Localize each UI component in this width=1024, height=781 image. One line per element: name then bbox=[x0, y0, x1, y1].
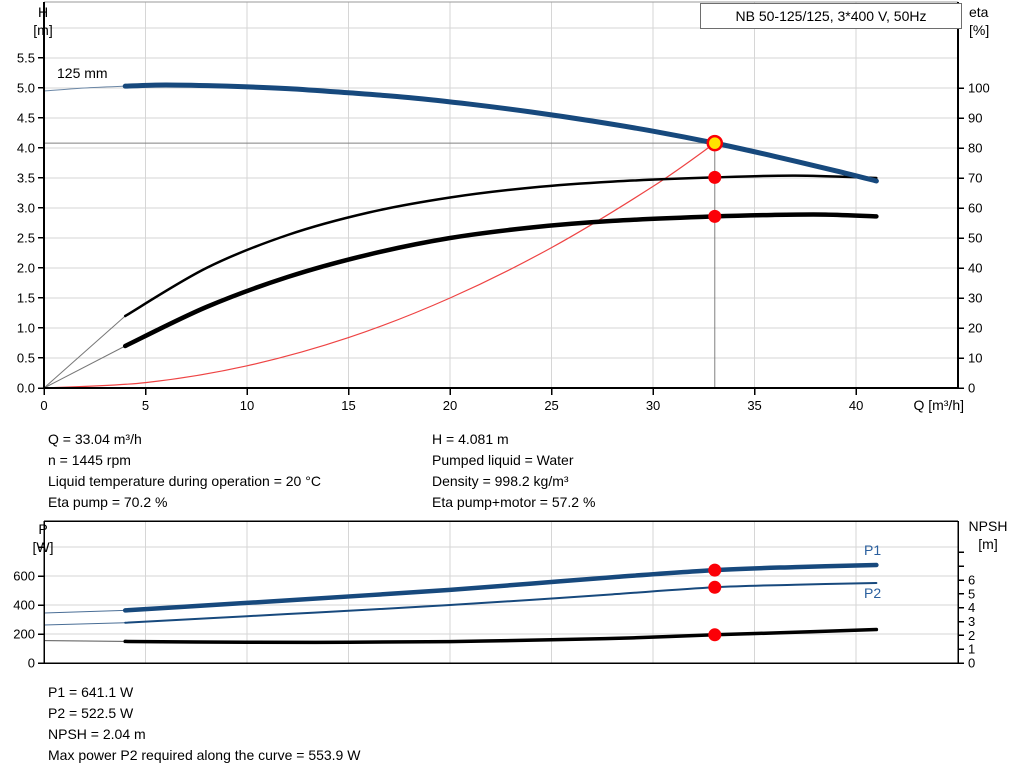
curve-npsh-lead bbox=[43, 640, 126, 642]
right-tick-label: 0 bbox=[968, 656, 975, 671]
duty-point-marker[interactable] bbox=[706, 134, 724, 152]
right-tick-label: 0 bbox=[968, 381, 975, 396]
info-p1: P1 = 641.1 W bbox=[48, 684, 134, 700]
power-axis-title-line1: P bbox=[38, 521, 48, 537]
curve-p2-power bbox=[124, 582, 878, 624]
curve-head-125mm bbox=[122, 82, 879, 184]
left-tick-label: 0.5 bbox=[17, 350, 35, 365]
left-tick-label: 0 bbox=[28, 656, 35, 671]
pump-title: NB 50-125/125, 3*400 V, 50Hz bbox=[700, 3, 962, 29]
info-max-power: Max power P2 required along the curve = … bbox=[48, 747, 361, 763]
info-flow: Q = 33.04 m³/h bbox=[48, 431, 142, 447]
left-tick-label: 600 bbox=[13, 569, 35, 584]
left-tick-label: 5.0 bbox=[17, 80, 35, 95]
npsh-axis-title: NPSH [m] bbox=[964, 517, 1012, 553]
info-eta-pump: Eta pump = 70.2 % bbox=[48, 494, 168, 510]
x-tick-label: 20 bbox=[443, 398, 457, 413]
x-tick-label: 35 bbox=[747, 398, 761, 413]
right-tick-label: 90 bbox=[968, 111, 982, 126]
q-axis-title: Q [m³/h] bbox=[913, 397, 964, 413]
curve-eta-pump-motor-lead bbox=[43, 345, 126, 389]
x-tick-label: 30 bbox=[646, 398, 660, 413]
x-tick-label: 40 bbox=[849, 398, 863, 413]
curve-head-125mm-lead bbox=[43, 85, 126, 92]
info-pumped-liquid: Pumped liquid = Water bbox=[432, 452, 574, 468]
left-tick-label: 1.0 bbox=[17, 320, 35, 335]
left-tick-label: 1.5 bbox=[17, 290, 35, 305]
x-tick-label: 25 bbox=[544, 398, 558, 413]
x-tick-label: 15 bbox=[341, 398, 355, 413]
right-tick-label: 3 bbox=[968, 614, 975, 629]
x-tick-label: 5 bbox=[142, 398, 149, 413]
right-tick-label: 30 bbox=[968, 291, 982, 306]
right-tick-label: 2 bbox=[968, 628, 975, 643]
right-tick-label: 80 bbox=[968, 141, 982, 156]
left-tick-label: 2.0 bbox=[17, 260, 35, 275]
right-tick-label: 50 bbox=[968, 231, 982, 246]
left-tick-label: 0.0 bbox=[17, 381, 35, 396]
curve-npsh bbox=[123, 627, 879, 645]
duty-info-right: H = 4.081 m Pumped liquid = Water Densit… bbox=[432, 429, 595, 513]
head-axis-title-line1: H bbox=[37, 4, 49, 20]
right-tick-label: 40 bbox=[968, 261, 982, 276]
right-tick-label: 1 bbox=[968, 642, 975, 657]
info-speed: n = 1445 rpm bbox=[48, 452, 131, 468]
duty-info-left: Q = 33.04 m³/h n = 1445 rpm Liquid tempe… bbox=[48, 429, 321, 513]
operating-dot bbox=[708, 628, 722, 642]
left-tick-label: 4.5 bbox=[17, 110, 35, 125]
power-axis-title-line2: [W] bbox=[32, 539, 54, 555]
curve-system-curve bbox=[43, 142, 716, 389]
npsh-axis-title-line2: [m] bbox=[978, 536, 998, 552]
info-liquid-temperature: Liquid temperature during operation = 20… bbox=[48, 473, 321, 489]
right-tick-label: 60 bbox=[968, 201, 982, 216]
operating-dot bbox=[708, 580, 722, 594]
head-axis-title: H [m] bbox=[24, 3, 62, 39]
right-tick-label: 20 bbox=[968, 321, 982, 336]
p2-curve-label: P2 bbox=[864, 585, 882, 601]
operating-dot bbox=[708, 170, 722, 184]
left-tick-label: 400 bbox=[13, 598, 35, 613]
curve-eta-pump-motor bbox=[122, 212, 879, 349]
info-head: H = 4.081 m bbox=[432, 431, 509, 447]
head-axis-title-line2: [m] bbox=[33, 22, 53, 38]
operating-dot bbox=[708, 563, 722, 577]
curve-p2-power-lead bbox=[43, 622, 126, 626]
info-npsh: NPSH = 2.04 m bbox=[48, 726, 146, 742]
power-info-block: P1 = 641.1 W P2 = 522.5 W NPSH = 2.04 m … bbox=[48, 682, 360, 766]
info-p2: P2 = 522.5 W bbox=[48, 705, 134, 721]
npsh-axis-title-line1: NPSH bbox=[968, 518, 1008, 534]
right-tick-label: 10 bbox=[968, 351, 982, 366]
right-tick-label: 6 bbox=[968, 573, 975, 588]
p1-curve-label: P1 bbox=[864, 542, 882, 558]
left-tick-label: 3.0 bbox=[17, 200, 35, 215]
right-tick-label: 100 bbox=[968, 81, 990, 96]
power-axis-title: P [W] bbox=[24, 520, 62, 556]
info-eta-pump-motor: Eta pump+motor = 57.2 % bbox=[432, 494, 596, 510]
eta-axis-title-line1: eta bbox=[969, 4, 989, 20]
left-tick-label: 5.5 bbox=[17, 50, 35, 65]
right-tick-label: 4 bbox=[968, 600, 975, 615]
curve-p1-power bbox=[122, 562, 879, 613]
curve-eta-pump bbox=[123, 174, 878, 318]
left-tick-label: 3.5 bbox=[17, 170, 35, 185]
eta-axis-title-line2: [%] bbox=[969, 22, 990, 38]
right-tick-label: 70 bbox=[968, 171, 982, 186]
x-tick-label: 10 bbox=[240, 398, 254, 413]
curve-eta-pump-lead bbox=[43, 315, 126, 389]
operating-dot bbox=[708, 209, 722, 223]
x-tick-label: 0 bbox=[40, 398, 47, 413]
info-density: Density = 998.2 kg/m³ bbox=[432, 473, 569, 489]
left-tick-label: 4.0 bbox=[17, 140, 35, 155]
eta-axis-title: eta [%] bbox=[969, 3, 1019, 39]
left-tick-label: 200 bbox=[13, 627, 35, 642]
left-tick-label: 2.5 bbox=[17, 230, 35, 245]
right-tick-label: 5 bbox=[968, 586, 975, 601]
curve-p1-power-lead bbox=[43, 609, 126, 614]
impeller-diameter-label: 125 mm bbox=[57, 65, 108, 81]
